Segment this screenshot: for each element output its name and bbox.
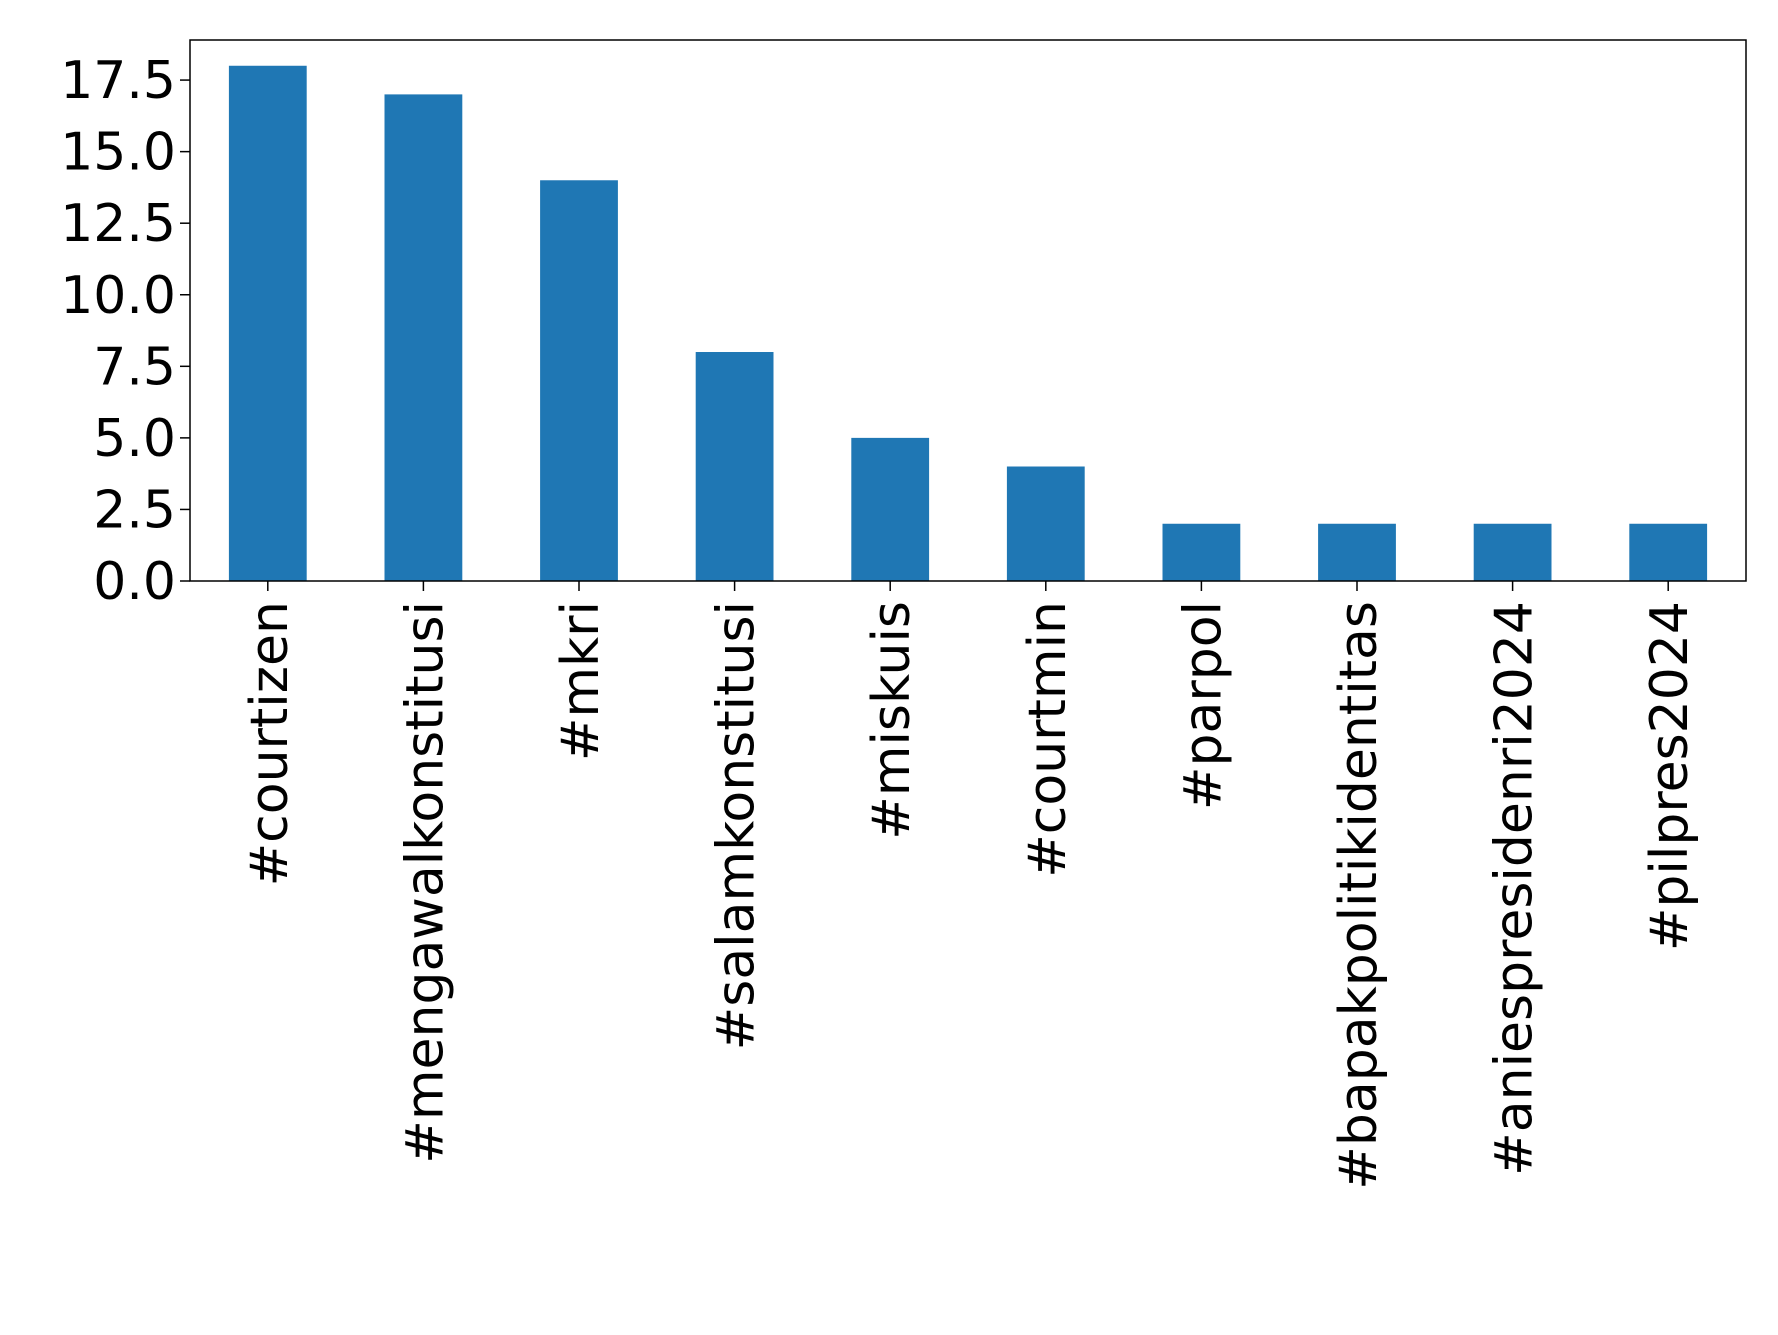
x-tick-label: #miskuis	[862, 601, 922, 840]
y-tick-label: 5.0	[93, 409, 176, 469]
x-tick-label: #aniespresidenri2024	[1485, 601, 1545, 1176]
x-tick-label: #mkri	[551, 601, 611, 761]
bar-courtizen	[228, 65, 307, 581]
x-tick-label: #parpol	[1173, 601, 1233, 810]
bar-aniespresidenri2024	[1473, 523, 1552, 581]
x-tick-label: #courtmin	[1018, 601, 1078, 878]
y-tick-label: 0.0	[93, 552, 176, 612]
y-tick-label: 12.5	[60, 194, 176, 254]
x-tick-label: #bapakpolitikidentitas	[1329, 601, 1389, 1190]
bar-miskuis	[851, 437, 930, 581]
x-tick-label: #pilpres2024	[1640, 601, 1700, 951]
y-tick-label: 10.0	[60, 266, 176, 326]
bar-bapakpolitikidentitas	[1318, 523, 1396, 581]
x-axis: #courtizen #mengawalkonstitusi #mkri #salam…	[240, 581, 1700, 1190]
plot-frame	[189, 39, 1747, 582]
y-tick-label: 7.5	[93, 337, 176, 397]
bar-salamkonstitusi	[695, 352, 774, 581]
bars-group	[228, 65, 1708, 582]
bar-parpol	[1162, 523, 1241, 581]
bar-mengawalkonstitusi	[384, 94, 463, 582]
bar-courtmin	[1006, 466, 1085, 581]
y-tick-label: 2.5	[93, 480, 176, 540]
y-tick-label: 15.0	[60, 123, 176, 183]
y-axis: 0.0 2.5 5.0 7.5 10.0 12.5 15.0 17.5	[60, 51, 190, 612]
x-tick-label: #courtizen	[240, 601, 300, 886]
y-tick-label: 17.5	[60, 51, 176, 111]
x-tick-label: #mengawalkonstitusi	[395, 601, 455, 1164]
x-tick-label: #salamkonstitusi	[707, 601, 767, 1050]
bar-mkri	[540, 180, 618, 581]
bar-pilpres2024	[1629, 523, 1708, 581]
